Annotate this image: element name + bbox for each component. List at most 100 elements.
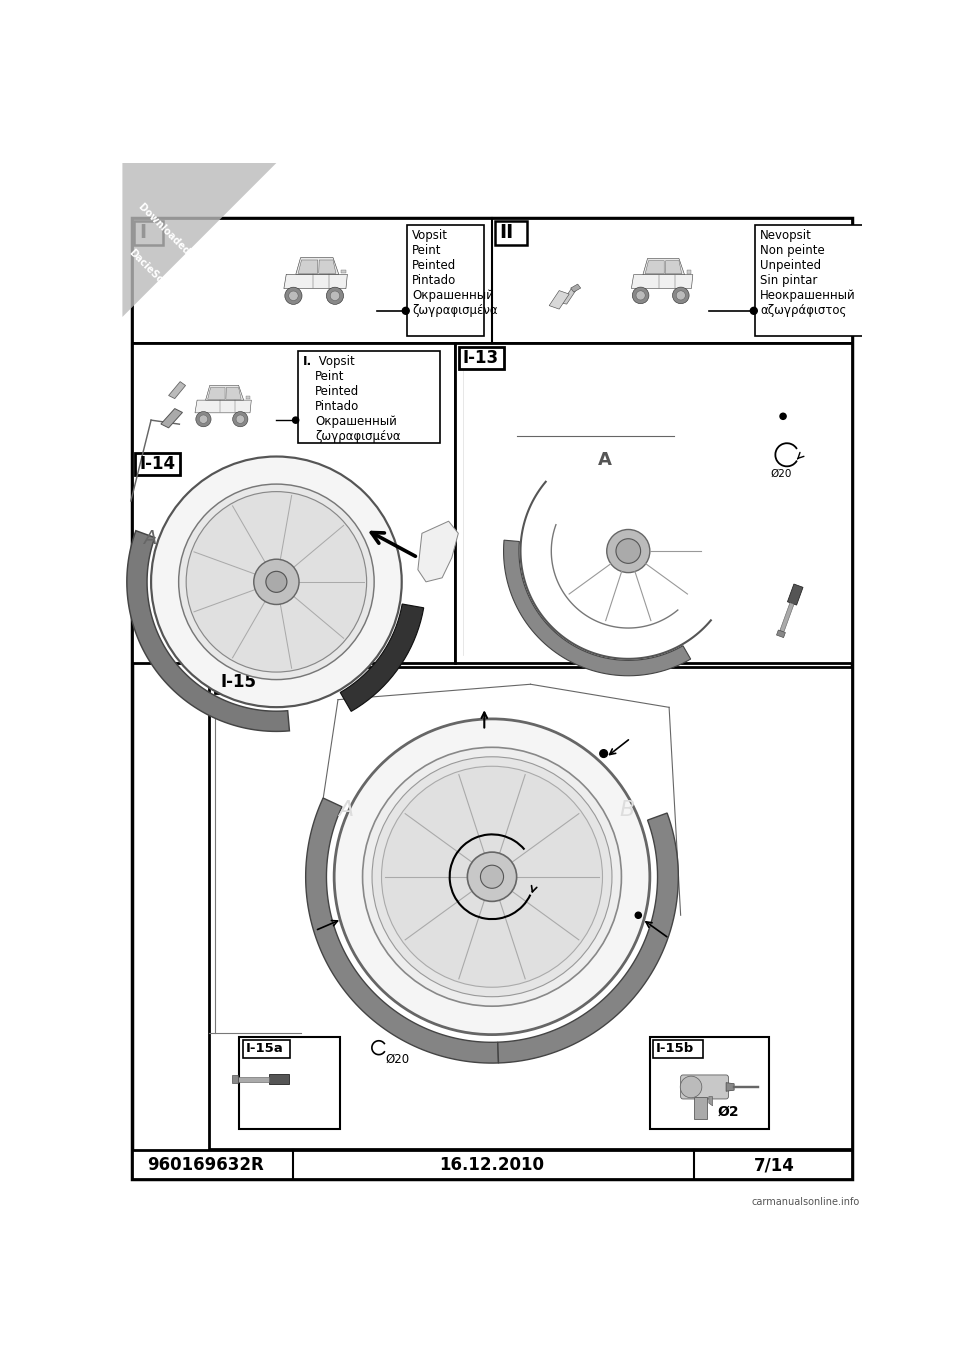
- Text: I-13: I-13: [463, 349, 499, 367]
- Circle shape: [330, 291, 340, 300]
- Polygon shape: [226, 387, 241, 399]
- FancyBboxPatch shape: [681, 1076, 729, 1099]
- Polygon shape: [645, 261, 664, 274]
- Bar: [756, 224, 863, 337]
- Polygon shape: [777, 630, 785, 638]
- Circle shape: [636, 291, 645, 300]
- Circle shape: [285, 287, 302, 304]
- Polygon shape: [127, 531, 289, 732]
- Text: B: B: [619, 800, 635, 820]
- Polygon shape: [562, 288, 577, 304]
- Circle shape: [600, 750, 608, 758]
- Text: 7/14: 7/14: [755, 1156, 795, 1175]
- Polygon shape: [195, 401, 252, 413]
- Circle shape: [236, 416, 245, 424]
- Text: I-15: I-15: [220, 674, 256, 691]
- Bar: [132, 219, 852, 344]
- Circle shape: [293, 417, 299, 424]
- Text: Downloaded From: Downloaded From: [136, 201, 213, 278]
- Polygon shape: [726, 1082, 734, 1092]
- Bar: [132, 1150, 852, 1179]
- Text: A: A: [597, 451, 612, 469]
- Polygon shape: [205, 386, 244, 401]
- Circle shape: [200, 416, 207, 424]
- Polygon shape: [237, 1077, 269, 1081]
- Bar: [459, 348, 504, 368]
- Text: I.: I.: [303, 354, 313, 368]
- Polygon shape: [787, 584, 803, 606]
- Circle shape: [607, 530, 650, 573]
- Polygon shape: [207, 387, 225, 399]
- Circle shape: [363, 747, 621, 1006]
- Circle shape: [633, 287, 649, 304]
- Bar: [239, 1038, 340, 1130]
- Text: 960169632R: 960169632R: [147, 1156, 264, 1175]
- Bar: [653, 1040, 703, 1058]
- Polygon shape: [246, 397, 250, 399]
- Polygon shape: [694, 1097, 708, 1119]
- Bar: [135, 454, 180, 475]
- Polygon shape: [340, 604, 423, 712]
- Text: 16.12.2010: 16.12.2010: [440, 1156, 544, 1175]
- Circle shape: [676, 291, 685, 300]
- Polygon shape: [161, 409, 182, 428]
- Circle shape: [326, 287, 344, 304]
- Circle shape: [751, 307, 757, 314]
- Circle shape: [381, 766, 603, 987]
- Bar: [455, 344, 852, 663]
- Text: Ø2: Ø2: [718, 1104, 739, 1119]
- Bar: [215, 671, 261, 693]
- Circle shape: [780, 413, 786, 420]
- Circle shape: [616, 539, 640, 564]
- Text: Nevopsit
Non peinte
Unpeinted
Sin pintar
Неокрашенный
αζωγράφιστος: Nevopsit Non peinte Unpeinted Sin pintar…: [760, 230, 855, 318]
- Circle shape: [681, 1076, 702, 1097]
- Text: Vopsit
Peint
Peinted
Pintado
Окрашенный
ζωγραφισμένα: Vopsit Peint Peinted Pintado Окрашенный …: [412, 230, 497, 318]
- Polygon shape: [549, 291, 569, 310]
- Text: Ø20: Ø20: [385, 1052, 409, 1065]
- Text: I-14: I-14: [139, 455, 176, 473]
- Bar: [132, 344, 455, 663]
- Circle shape: [468, 851, 516, 902]
- Text: A: A: [338, 800, 353, 820]
- Circle shape: [402, 307, 409, 314]
- Polygon shape: [665, 261, 682, 274]
- Text: I-15a: I-15a: [246, 1042, 283, 1055]
- Circle shape: [253, 559, 299, 604]
- Text: I-15b: I-15b: [656, 1042, 694, 1055]
- Polygon shape: [169, 382, 185, 399]
- Polygon shape: [123, 163, 276, 316]
- Bar: [243, 1040, 290, 1058]
- Bar: [407, 224, 484, 337]
- Text: A: A: [143, 530, 156, 549]
- Circle shape: [196, 411, 211, 426]
- Polygon shape: [299, 259, 318, 273]
- Circle shape: [232, 411, 248, 426]
- Circle shape: [480, 865, 504, 888]
- Text: II: II: [500, 223, 514, 242]
- Polygon shape: [708, 1097, 712, 1105]
- Bar: [298, 350, 441, 443]
- Polygon shape: [305, 799, 498, 1063]
- Polygon shape: [231, 1076, 237, 1084]
- Bar: [495, 221, 527, 244]
- Polygon shape: [570, 284, 581, 292]
- Polygon shape: [498, 813, 679, 1063]
- Polygon shape: [780, 603, 794, 631]
- Polygon shape: [632, 274, 693, 288]
- Polygon shape: [269, 1074, 290, 1085]
- Circle shape: [334, 718, 650, 1035]
- Polygon shape: [284, 274, 348, 289]
- Circle shape: [266, 572, 287, 592]
- Polygon shape: [341, 269, 346, 273]
- Circle shape: [372, 756, 612, 997]
- Text: DacieSol.co.uk: DacieSol.co.uk: [127, 247, 191, 312]
- Polygon shape: [686, 270, 691, 274]
- Polygon shape: [504, 540, 690, 676]
- Text: carmanualsonline.info: carmanualsonline.info: [752, 1198, 860, 1207]
- Polygon shape: [319, 259, 336, 273]
- Circle shape: [151, 456, 401, 708]
- Text: Ø20: Ø20: [770, 469, 791, 478]
- Polygon shape: [418, 521, 458, 581]
- Polygon shape: [643, 258, 684, 274]
- Bar: [208, 667, 852, 1149]
